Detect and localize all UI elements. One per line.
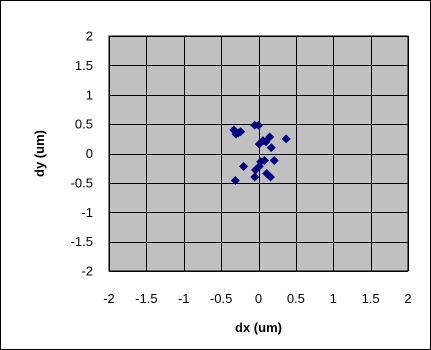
x-tick-label: -2 <box>103 291 115 306</box>
x-tick-label: 0 <box>255 291 262 306</box>
data-point <box>265 132 275 142</box>
data-point <box>281 134 291 144</box>
data-point <box>269 156 279 166</box>
plot-area <box>108 35 409 272</box>
data-point <box>254 120 263 130</box>
y-tick-label: 1 <box>86 87 93 102</box>
y-tick-label: -2 <box>81 264 93 279</box>
data-point <box>259 156 269 166</box>
data-point <box>265 172 275 182</box>
data-point <box>230 176 240 186</box>
data-point <box>250 172 260 182</box>
data-point <box>266 143 276 153</box>
y-tick-label: -1 <box>81 205 93 220</box>
y-tick-label: 0 <box>86 146 93 161</box>
data-point <box>251 165 261 175</box>
data-point <box>239 161 249 171</box>
y-tick-label: 1.5 <box>75 58 93 73</box>
x-tick-label: 0.5 <box>287 291 305 306</box>
y-tick-label: -1.5 <box>71 234 93 249</box>
x-axis-label: dx (um) <box>235 320 282 335</box>
y-axis-label: dy (um) <box>32 130 47 177</box>
y-tick-label: -0.5 <box>71 175 93 190</box>
x-tick-label: 1.5 <box>362 291 380 306</box>
x-tick-label: 2 <box>404 291 411 306</box>
data-point <box>231 129 241 139</box>
x-tick-label: -0.5 <box>210 291 232 306</box>
y-tick-label: 2 <box>86 29 93 44</box>
x-tick-label: -1 <box>178 291 190 306</box>
x-tick-label: -1.5 <box>135 291 157 306</box>
y-tick-label: 0.5 <box>75 117 93 132</box>
x-tick-label: 1 <box>330 291 337 306</box>
